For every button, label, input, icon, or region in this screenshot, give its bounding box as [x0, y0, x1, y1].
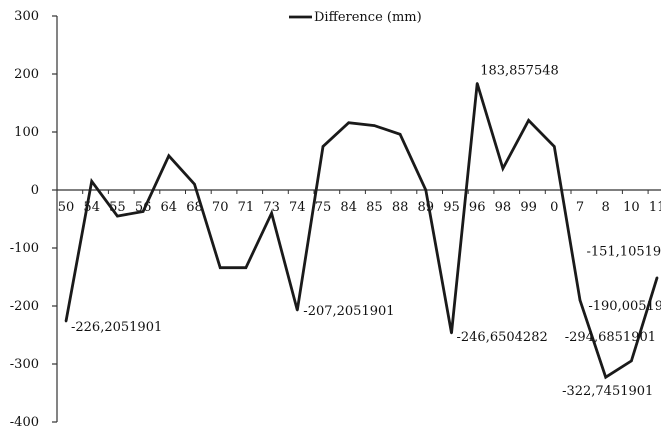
x-tick-label: 95: [443, 200, 460, 215]
x-tick-label: 73: [263, 200, 280, 215]
x-tick-label: 50: [58, 200, 75, 215]
data-label: -207,2051901: [303, 304, 394, 319]
x-axis: 50 54 55 56 64 68 70 71 73 74 75 84 85 88 89 95 96 98 99 0 7…: [56, 189, 661, 215]
data-label: -246,6504282: [457, 330, 548, 345]
data-point: [90, 180, 93, 183]
y-tick-label: -300: [10, 357, 39, 372]
x-tick-label: 74: [289, 200, 306, 215]
data-point: [193, 183, 196, 186]
x-tick-label: 70: [212, 200, 229, 215]
y-tick-label: -100: [10, 241, 39, 256]
x-tick-label: 71: [238, 200, 255, 215]
y-tick-label: 300: [14, 9, 39, 24]
data-point: [553, 145, 556, 148]
data-point: [604, 375, 607, 379]
data-point: [321, 145, 325, 148]
data-point: [373, 124, 376, 127]
data-label: -294,6851901: [565, 330, 656, 345]
y-axis: 300 200 100 0 -100 -200 -300 -400: [10, 9, 58, 430]
data-point: [527, 119, 530, 122]
data-point: [270, 212, 273, 215]
data-point: [296, 308, 299, 312]
x-tick-label: 8: [602, 200, 610, 215]
data-point: [244, 266, 248, 269]
x-tick-label: 99: [520, 200, 537, 215]
data-label: -322,7451901: [562, 384, 653, 399]
data-point: [347, 121, 350, 124]
data-point: [141, 210, 145, 213]
x-tick-label: 68: [186, 200, 203, 215]
data-point: [424, 188, 427, 192]
data-label: -151,1051901: [586, 245, 661, 260]
x-tick-label: 96: [469, 200, 486, 215]
x-tick-label: 7: [576, 200, 584, 215]
data-label: -226,2051901: [71, 320, 162, 335]
data-point: [501, 167, 505, 170]
x-tick-label: 89: [418, 200, 435, 215]
legend-label: Difference (mm): [314, 10, 422, 25]
x-tick-label: 85: [366, 200, 383, 215]
series-lines: [64, 82, 659, 380]
data-point: [450, 331, 453, 335]
y-tick-label: 0: [31, 183, 39, 198]
data-labels: -226,2051901 -207,2051901 -246,6504282 183,…: [71, 63, 661, 399]
data-point: [398, 133, 402, 136]
data-point: [167, 154, 170, 157]
x-tick-label: 88: [392, 200, 409, 215]
data-point: [116, 214, 119, 218]
y-tick-label: -200: [10, 299, 39, 314]
data-point: [578, 299, 582, 302]
y-tick-label: 100: [14, 125, 39, 140]
legend: Difference (mm): [289, 10, 422, 25]
data-point: [655, 276, 659, 279]
x-tick-label: 10: [623, 200, 640, 215]
x-tick-label: 0: [550, 200, 558, 215]
series-line: [64, 82, 659, 380]
y-tick-label: -400: [10, 415, 39, 430]
data-label: 183,857548: [480, 63, 559, 78]
y-tick-label: 200: [14, 67, 39, 82]
data-label: -190,0051901: [588, 299, 661, 314]
data-point: [219, 266, 222, 269]
x-tick-label: 64: [161, 200, 178, 215]
data-point: [64, 319, 68, 323]
data-point: [630, 359, 633, 363]
x-tick-label: 84: [340, 200, 357, 215]
x-tick-label: 11: [649, 200, 661, 215]
x-tick-label: 75: [315, 200, 332, 215]
x-tick-label: 98: [495, 200, 512, 215]
data-point: [476, 82, 479, 85]
